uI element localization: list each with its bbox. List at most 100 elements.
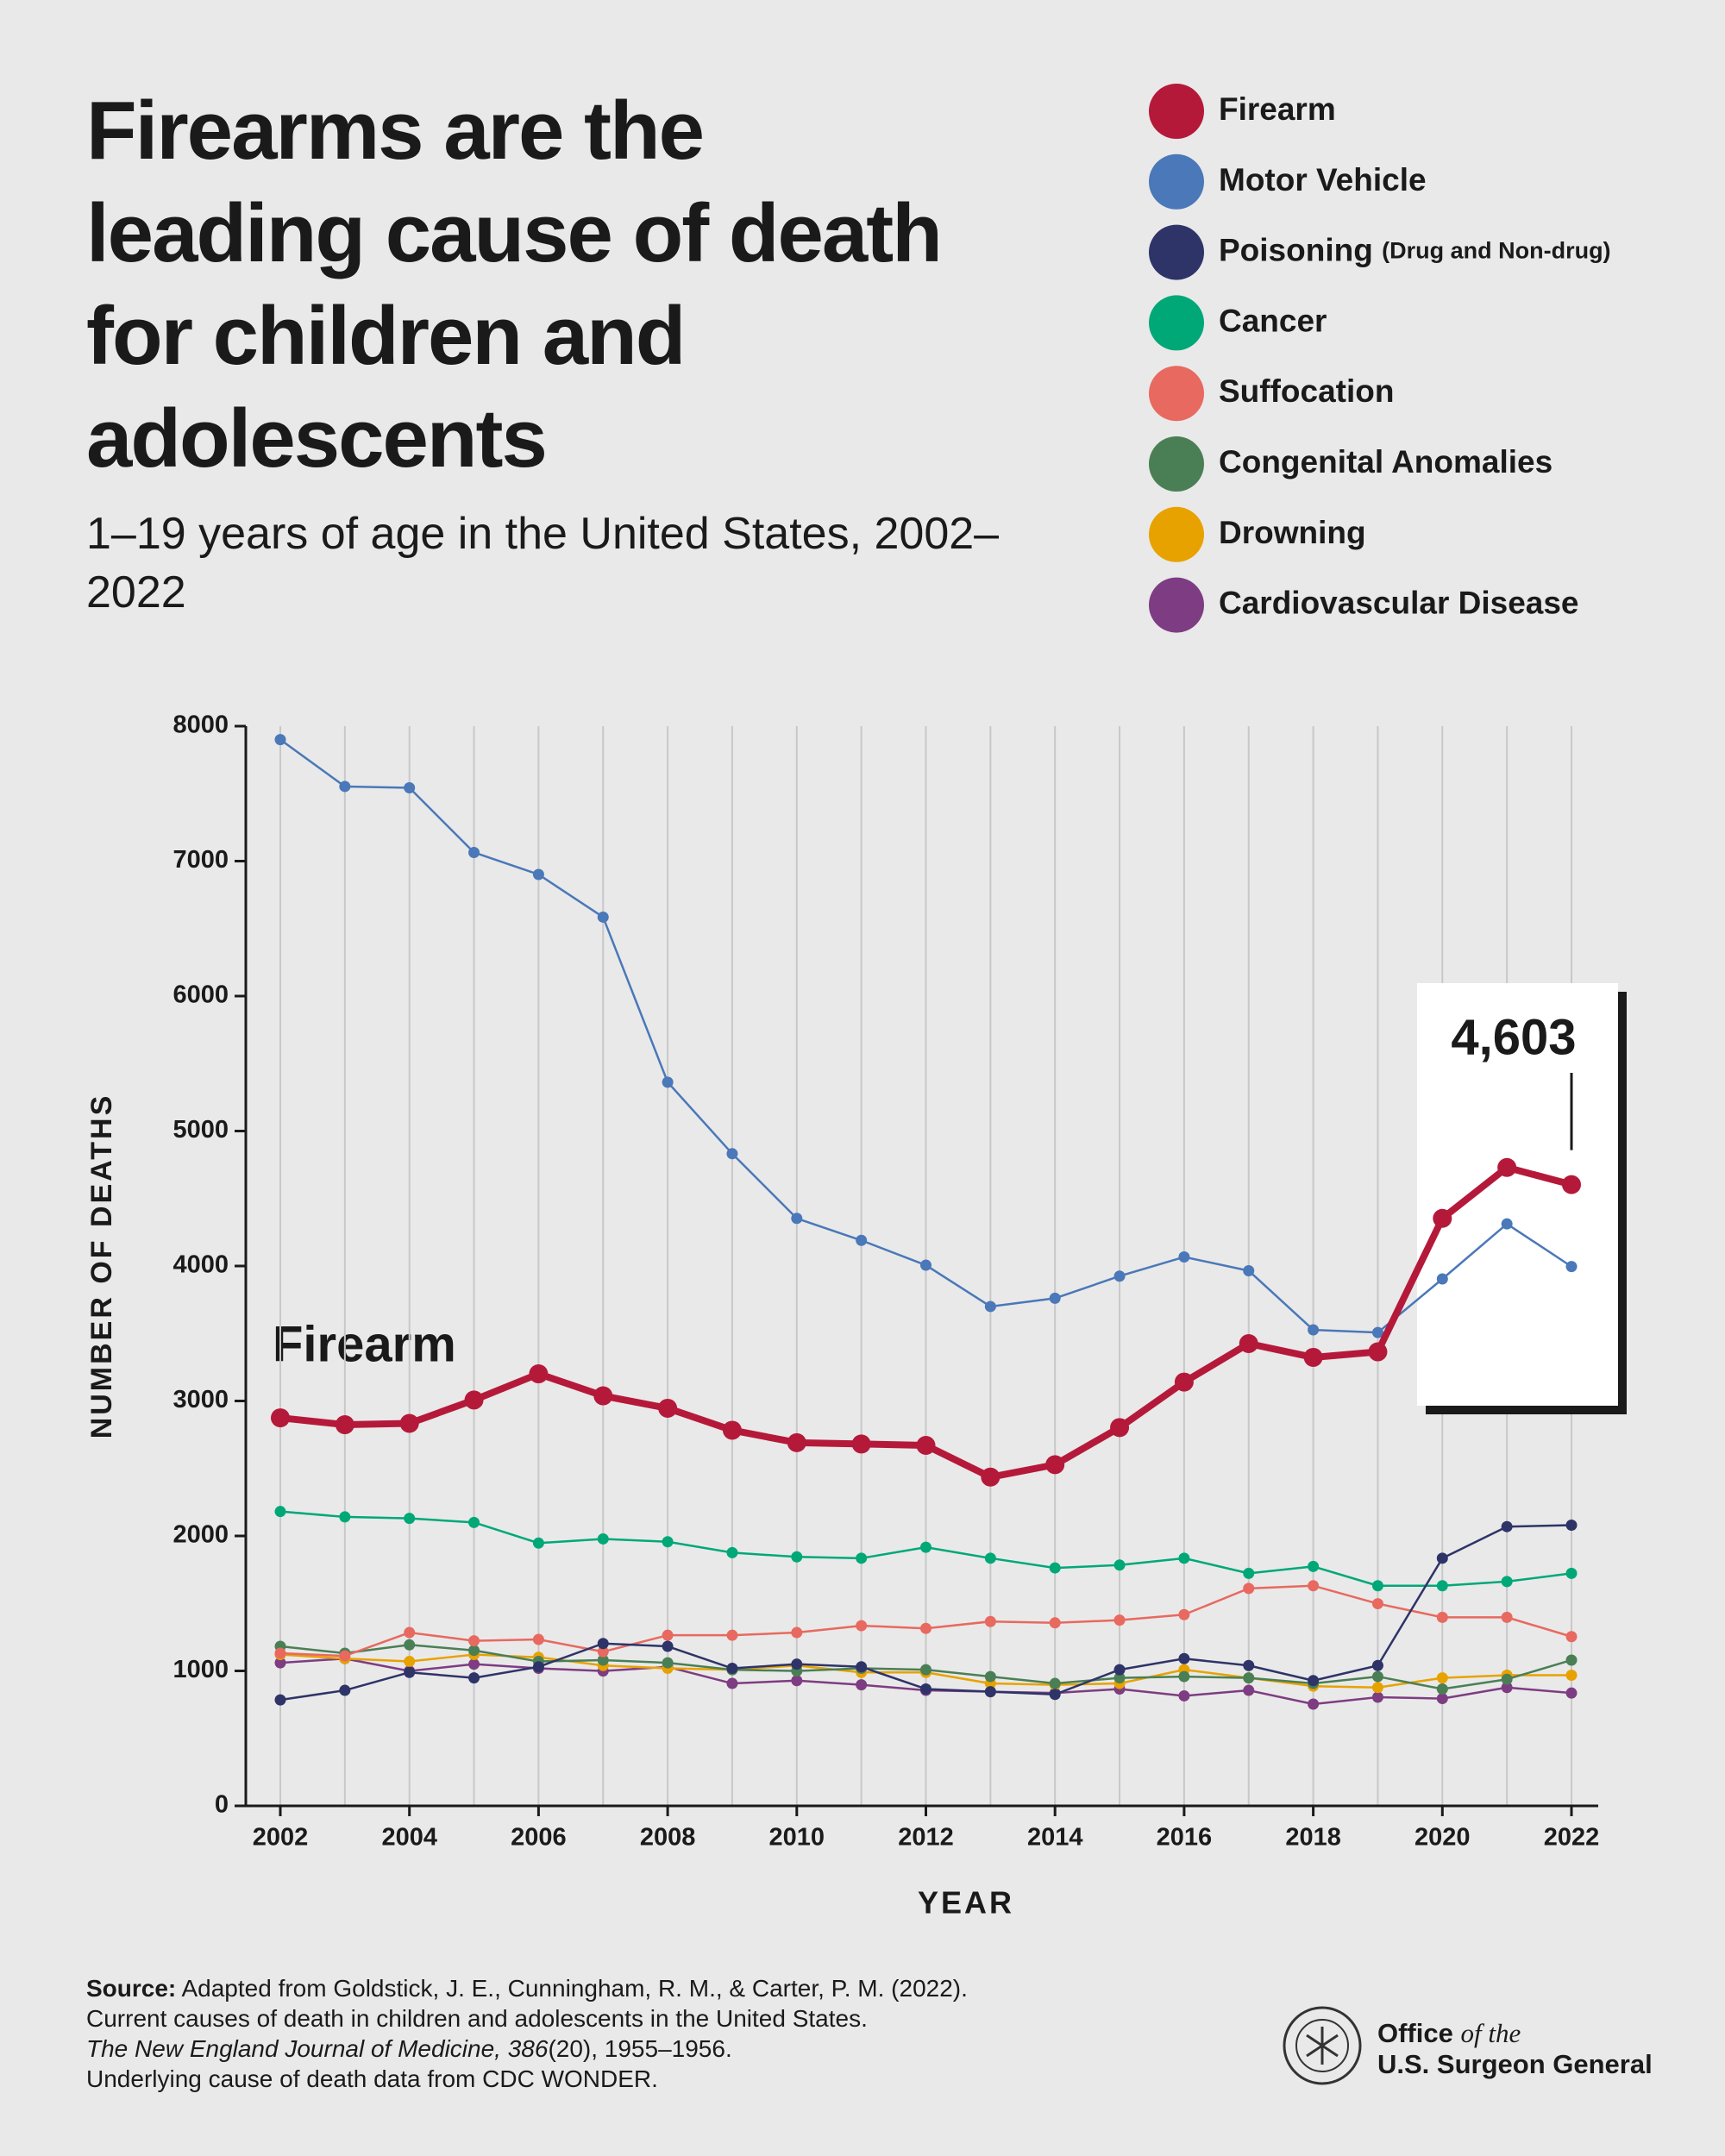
data-point (920, 1541, 932, 1553)
data-point (984, 1552, 996, 1564)
data-point (1436, 1580, 1448, 1592)
data-point (1113, 1270, 1126, 1282)
data-point (274, 1647, 286, 1659)
data-point (791, 1626, 803, 1639)
series-annotation: Firearm (273, 1316, 456, 1372)
data-point (1178, 1689, 1190, 1702)
data-point (335, 1415, 354, 1435)
data-point (529, 1364, 549, 1384)
source-text: Adapted from Goldstick, J. E., Cunningha… (181, 1975, 967, 2002)
chart-title: Firearms are the leading cause of death … (86, 85, 943, 485)
data-point (856, 1552, 868, 1564)
data-point (1308, 1560, 1320, 1572)
data-point (916, 1435, 936, 1455)
data-point (1371, 1691, 1383, 1703)
legend-marker (1149, 154, 1204, 210)
data-point (1049, 1689, 1061, 1701)
data-point (1113, 1614, 1126, 1626)
x-tick-label: 2022 (1544, 1824, 1600, 1852)
data-point (1178, 1251, 1190, 1263)
data-point (597, 911, 609, 923)
legend-name: Drowning (1219, 515, 1366, 550)
data-point (658, 1398, 678, 1418)
legend-label: Cardiovascular Disease (1219, 585, 1579, 620)
data-point (856, 1661, 868, 1673)
data-point (791, 1213, 803, 1225)
data-point (1243, 1684, 1255, 1696)
data-point (593, 1386, 613, 1406)
data-point (1501, 1673, 1513, 1685)
data-point (1174, 1372, 1194, 1392)
legend-marker (1149, 577, 1204, 633)
data-point (662, 1076, 674, 1088)
callout-box (1417, 983, 1618, 1406)
data-point (597, 1645, 609, 1658)
data-point (271, 1408, 290, 1428)
data-point (726, 1546, 738, 1558)
data-point (1371, 1682, 1383, 1694)
legend-label: Firearm (1219, 91, 1336, 127)
data-point (1371, 1659, 1383, 1671)
data-point (339, 1684, 351, 1696)
data-point (1436, 1611, 1448, 1623)
y-tick-label: 3000 (172, 1386, 229, 1413)
source-text: (20), 1955–1956. (548, 2035, 731, 2062)
x-tick-label: 2020 (1414, 1824, 1471, 1852)
data-point (1243, 1567, 1255, 1579)
data-point (1501, 1218, 1513, 1230)
data-point (1045, 1455, 1065, 1475)
data-point (856, 1679, 868, 1691)
seal (1283, 2006, 1362, 2085)
y-tick-label: 6000 (172, 981, 229, 1009)
data-point (787, 1432, 806, 1452)
data-point (1565, 1670, 1578, 1682)
data-point (920, 1683, 932, 1695)
logo-of-the: of the (1460, 2018, 1521, 2048)
data-point (597, 1638, 609, 1650)
data-point (1308, 1675, 1320, 1687)
data-point (726, 1677, 738, 1689)
x-tick-label: 2006 (511, 1824, 567, 1852)
data-point (920, 1622, 932, 1634)
data-point (1501, 1520, 1513, 1532)
legend-label: Poisoning (Drug and Non-drug) (1219, 232, 1611, 267)
data-point (399, 1413, 419, 1433)
data-point (404, 1656, 416, 1668)
source-line: The New England Journal of Medicine, 386… (86, 2035, 732, 2062)
y-tick-label: 7000 (172, 846, 229, 874)
legend-label: Cancer (1219, 303, 1327, 338)
data-point (404, 782, 416, 794)
data-point (1243, 1583, 1255, 1595)
data-point (1371, 1326, 1383, 1338)
logo-text: Office of the (1377, 2018, 1521, 2048)
data-point (1243, 1659, 1255, 1671)
data-point (597, 1532, 609, 1545)
y-tick-label: 5000 (172, 1116, 229, 1144)
data-point (1113, 1559, 1126, 1571)
legend-marker (1149, 224, 1204, 280)
data-point (1178, 1652, 1190, 1664)
data-point (856, 1234, 868, 1246)
data-point (1436, 1693, 1448, 1705)
data-point (1243, 1672, 1255, 1684)
logo-office: Office (1377, 2018, 1453, 2048)
data-point (339, 1511, 351, 1523)
data-point (1433, 1208, 1452, 1228)
value-label: 4,603 (1451, 1009, 1576, 1065)
data-point (981, 1467, 1000, 1487)
x-tick-label: 2012 (898, 1824, 954, 1852)
y-tick-label: 0 (215, 1791, 229, 1819)
data-point (597, 1654, 609, 1666)
data-point (274, 1506, 286, 1518)
y-tick-label: 2000 (172, 1521, 229, 1549)
data-point (1565, 1519, 1578, 1531)
data-point (1049, 1677, 1061, 1689)
legend-name: Poisoning (1219, 232, 1373, 267)
data-point (1113, 1672, 1126, 1684)
data-point (791, 1658, 803, 1670)
legend-name: Suffocation (1219, 373, 1394, 409)
data-point (1436, 1672, 1448, 1684)
data-point (726, 1663, 738, 1675)
